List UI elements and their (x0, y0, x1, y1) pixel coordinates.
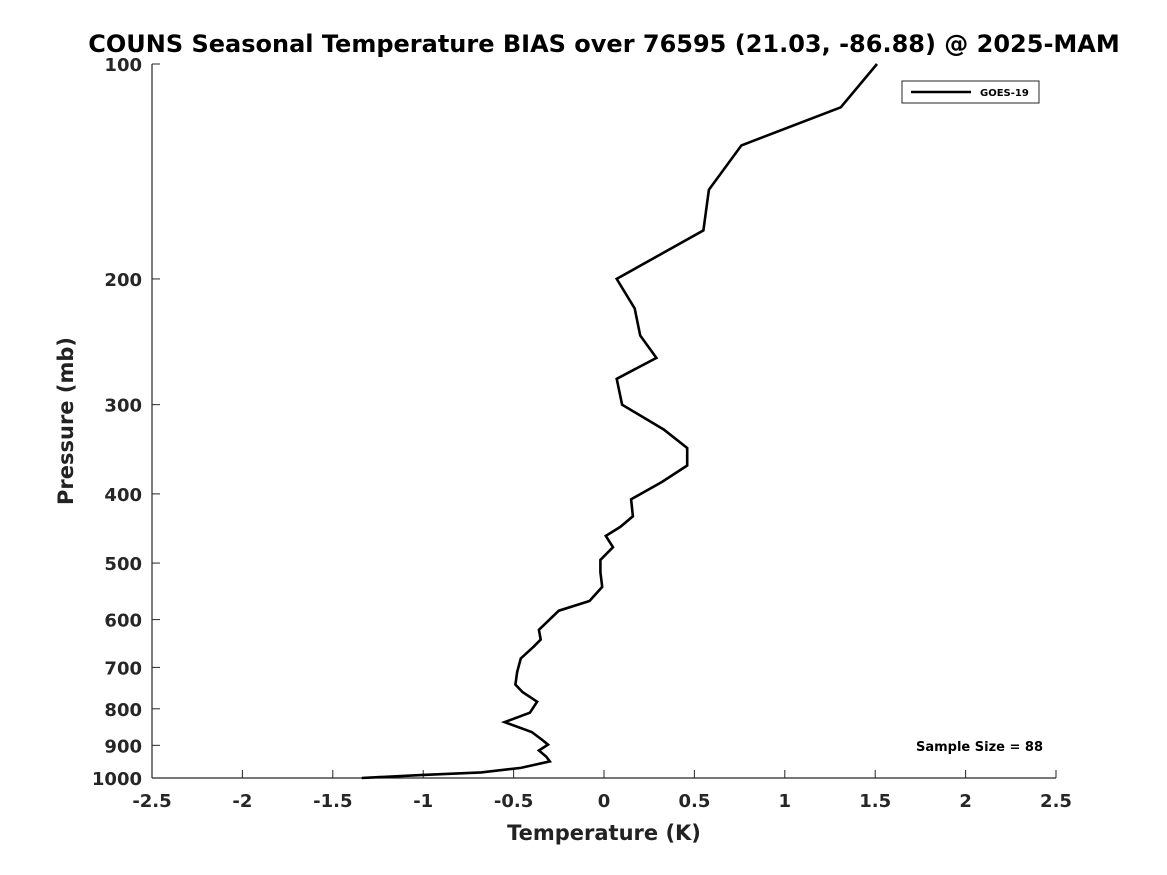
x-tick-label: 0.5 (678, 791, 710, 812)
x-axis-label: Temperature (K) (507, 821, 701, 845)
legend: GOES-19 (901, 80, 1040, 104)
y-tick-label: 600 (104, 611, 142, 632)
sample-size-annotation: Sample Size = 88 (916, 740, 1043, 755)
y-tick-label: 900 (104, 736, 142, 757)
series-layer (361, 63, 878, 780)
series-line-goes-19 (361, 63, 878, 780)
y-tick-label: 500 (104, 554, 142, 575)
x-tick-label: 2.5 (1040, 791, 1072, 812)
x-tick-label: -1 (413, 791, 433, 812)
x-ticks: -2.5 -2 -1.5 -1 -0.5 0 0.5 1 1.5 2 2.5 (132, 770, 1072, 812)
y-tick-label: 700 (104, 658, 142, 679)
x-tick-label: 0 (598, 791, 611, 812)
y-tick-label: 300 (104, 396, 142, 417)
x-tick-label: -1.5 (313, 791, 352, 812)
y-tick-label: 800 (104, 700, 142, 721)
x-tick-label: -2.5 (132, 791, 171, 812)
x-tick-label: 2 (959, 791, 972, 812)
y-tick-label: 200 (104, 270, 142, 291)
y-tick-label: 400 (104, 485, 142, 506)
x-tick-label: 1 (779, 791, 792, 812)
y-ticks: 100 200 300 400 500 600 700 800 900 1000 (92, 55, 160, 790)
x-tick-label: -0.5 (494, 791, 533, 812)
x-tick-label: 1.5 (859, 791, 891, 812)
y-tick-label: 1000 (92, 769, 142, 790)
chart-title: COUNS Seasonal Temperature BIAS over 765… (88, 30, 1120, 58)
x-tick-label: -2 (232, 791, 252, 812)
y-tick-label: 100 (104, 55, 142, 76)
y-axis-label: Pressure (mb) (54, 337, 78, 505)
legend-entry-goes-19: GOES-19 (980, 88, 1029, 99)
